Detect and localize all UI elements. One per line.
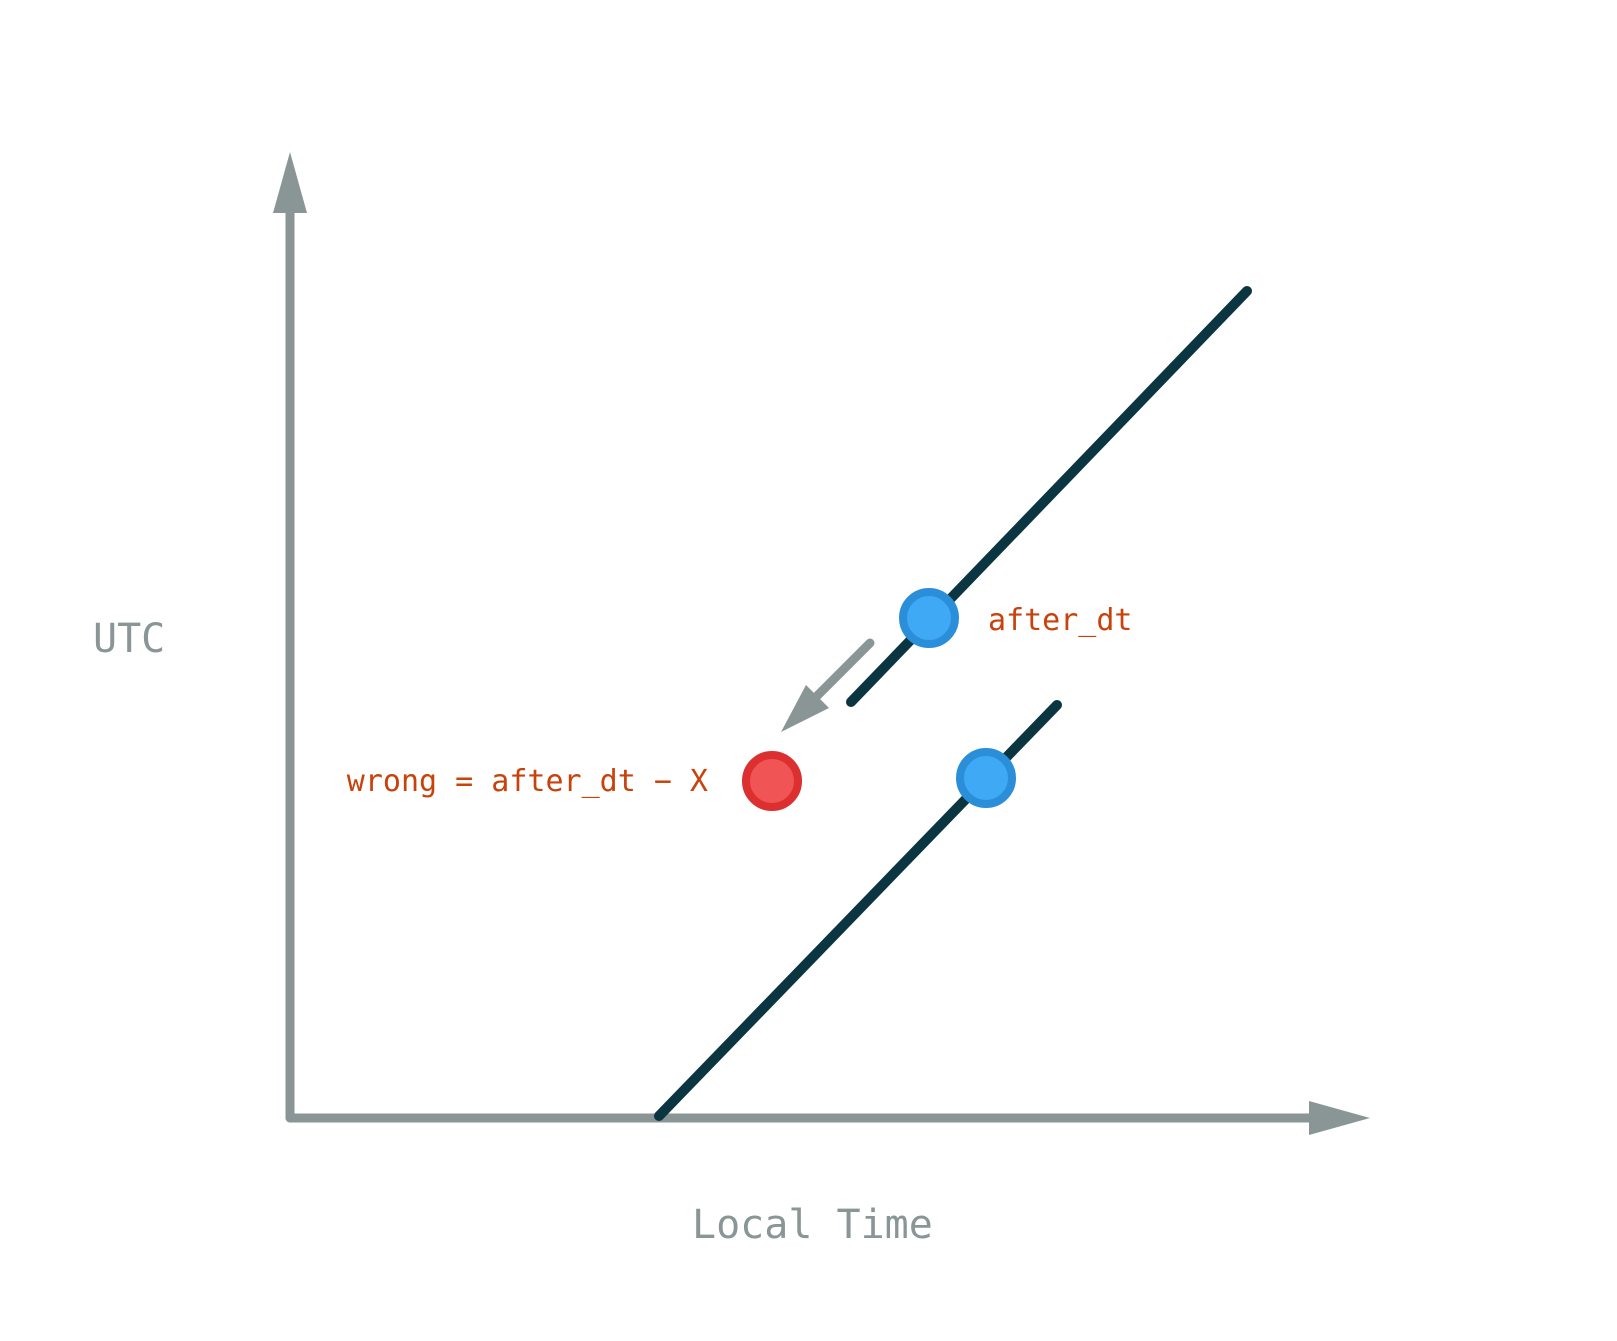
x-axis-arrowhead	[1309, 1101, 1370, 1135]
after-dt-label: after_dt	[988, 603, 1133, 638]
x-axis-label: Local Time	[692, 1202, 933, 1248]
wrong-point	[742, 751, 802, 811]
wrong-label: wrong = after_dt − X	[347, 764, 708, 799]
shift-arrow-head	[781, 685, 829, 732]
y-axis-label: UTC	[93, 616, 165, 662]
lower-segment-point	[956, 748, 1016, 808]
after-dt-point	[899, 588, 959, 648]
shift-arrow-shaft	[810, 638, 875, 703]
axes	[273, 152, 1370, 1135]
y-axis-arrowhead	[273, 152, 307, 213]
subtract-x-arrow	[781, 638, 875, 732]
